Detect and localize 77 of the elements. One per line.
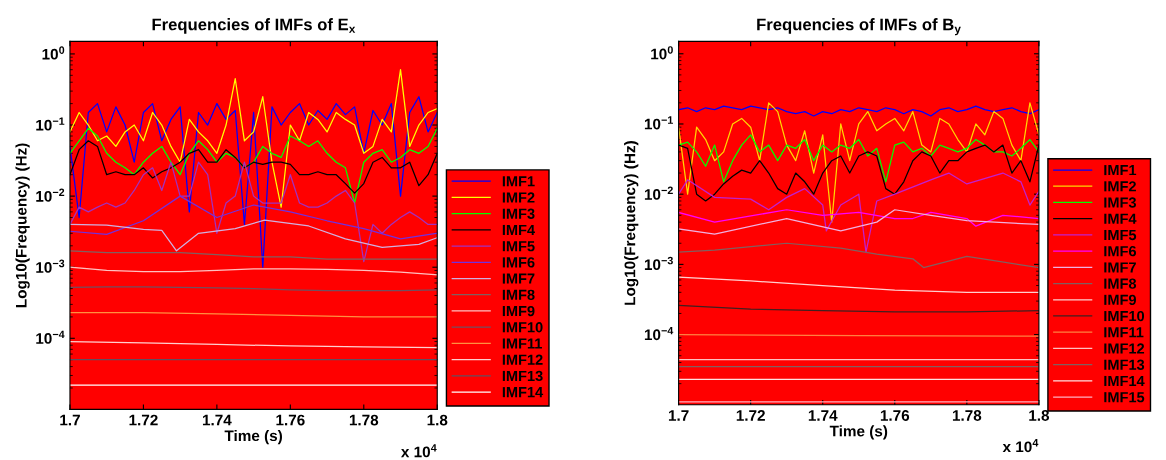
y-tick-label: 10$^{−1}$ bbox=[644, 116, 673, 130]
legend-label: IMF4 bbox=[1104, 213, 1137, 224]
y-tick-label: 10$^{−1}$ bbox=[36, 117, 65, 131]
y-tick-label: 10$^{−2}$ bbox=[644, 186, 673, 200]
x-tick-label: 1.74 bbox=[202, 414, 232, 426]
legend-label: IMF3 bbox=[502, 208, 535, 219]
legend-label: IMF10 bbox=[502, 322, 543, 333]
y-tick-label: 10$^{−2}$ bbox=[36, 188, 65, 202]
y-tick-label: 10$^{0}$ bbox=[42, 46, 65, 60]
x-tick-label: 1.72 bbox=[129, 414, 158, 426]
y-tick-label: 10$^{−4}$ bbox=[36, 330, 65, 344]
x-tick-label: 1.76 bbox=[276, 414, 305, 426]
line-series bbox=[678, 102, 1039, 223]
legend-label: IMF8 bbox=[502, 289, 535, 300]
text: x 10$^{4}$ bbox=[400, 444, 437, 458]
x-tick-label: 1.7 bbox=[668, 410, 689, 421]
legend-label: IMF4 bbox=[502, 224, 535, 235]
x-tick-label: 1.74 bbox=[808, 410, 838, 421]
x-axis-title: Time (s) bbox=[224, 429, 282, 445]
line-series bbox=[678, 242, 1039, 269]
legend-label: IMF9 bbox=[502, 305, 535, 317]
y-tick-label: 10$^{−3}$ bbox=[36, 259, 65, 273]
legend-label: IMF5 bbox=[1104, 229, 1137, 241]
chart-title: Frequencies of IMFs of B$_{y}$ bbox=[757, 18, 961, 36]
line-series bbox=[678, 276, 1039, 293]
legend-label: IMF14 bbox=[502, 387, 544, 398]
x-axis-title: Time (s) bbox=[829, 425, 888, 440]
legend-label: IMF2 bbox=[502, 192, 535, 203]
line-series bbox=[69, 127, 438, 204]
legend-label: IMF9 bbox=[1104, 294, 1137, 306]
legend-label: IMF2 bbox=[1104, 181, 1136, 192]
line-series bbox=[678, 134, 1039, 183]
legend-label: IMF10 bbox=[1104, 310, 1145, 322]
legend-label: IMF13 bbox=[1104, 359, 1145, 370]
y-tick-label: 10$^{−4}$ bbox=[644, 326, 674, 341]
line-series bbox=[69, 96, 438, 268]
line-series bbox=[678, 209, 1039, 235]
line-series bbox=[678, 209, 1039, 227]
x-tick-label: 1.8 bbox=[1029, 410, 1050, 421]
legend-label: IMF15 bbox=[1104, 392, 1145, 403]
line-series bbox=[678, 105, 1039, 117]
line-series bbox=[678, 304, 1039, 313]
y-axis-title: Log10(Frequency) (Hz) bbox=[624, 141, 639, 305]
y-tick-label: 10$^{0}$ bbox=[651, 46, 673, 60]
legend-label: IMF6 bbox=[502, 257, 535, 268]
x-tick-label: 1.78 bbox=[349, 414, 379, 426]
legend-label: IMF12 bbox=[1104, 343, 1145, 354]
x-tick-label: 1.8 bbox=[427, 414, 448, 426]
legend-label: IMF12 bbox=[502, 354, 543, 365]
line-series bbox=[678, 172, 1039, 253]
legend-label: IMF5 bbox=[502, 241, 535, 252]
legend-label: IMF13 bbox=[502, 370, 543, 382]
line-series bbox=[69, 69, 438, 208]
line-series bbox=[69, 250, 438, 260]
legend-label: IMF14 bbox=[1104, 375, 1145, 386]
legend-label: IMF7 bbox=[502, 273, 535, 284]
y-tick-label: 10$^{−3}$ bbox=[644, 256, 673, 271]
line-series bbox=[69, 161, 438, 263]
x-tick-label: 1.7 bbox=[60, 414, 80, 426]
x-tick-label: 1.72 bbox=[736, 410, 765, 421]
y-axis-title: Log10(Frequency) (Hz) bbox=[15, 143, 30, 308]
legend-label: IMF1 bbox=[1104, 165, 1137, 176]
chart-title: Frequencies of IMFs of E$_{x}$ bbox=[152, 18, 356, 34]
legend-label: IMF11 bbox=[502, 338, 542, 349]
legend-label: IMF11 bbox=[1104, 327, 1144, 338]
text: x 10$^{4}$ bbox=[1002, 439, 1039, 453]
legend-label: IMF6 bbox=[1104, 246, 1137, 257]
legend-label: IMF1 bbox=[502, 176, 535, 187]
legend-label: IMF7 bbox=[1104, 262, 1136, 273]
line-series bbox=[69, 219, 438, 252]
x-tick-label: 1.78 bbox=[952, 410, 982, 421]
legend-label: IMF3 bbox=[1104, 197, 1137, 208]
line-series bbox=[69, 340, 438, 349]
legend-label: IMF8 bbox=[1104, 278, 1137, 289]
x-tick-label: 1.76 bbox=[880, 410, 910, 421]
line-series bbox=[69, 266, 438, 276]
line-series bbox=[69, 195, 438, 240]
